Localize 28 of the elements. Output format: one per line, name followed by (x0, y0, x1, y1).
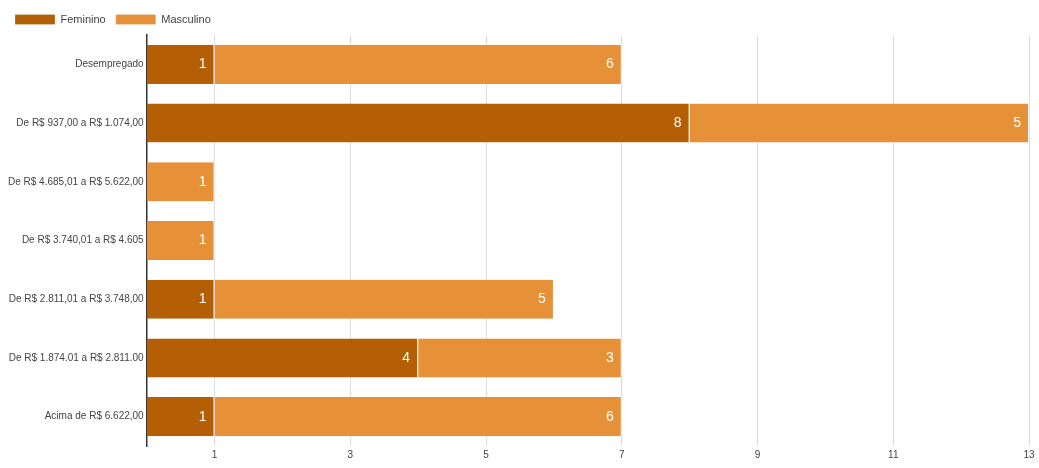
data-label: 1 (198, 407, 207, 424)
x-tick-label: 13 (1023, 448, 1035, 460)
x-tick-label: 7 (618, 448, 625, 460)
x-tick-label: 11 (888, 448, 899, 460)
legend-label: Masculino (161, 12, 211, 25)
x-tick-label: 5 (483, 448, 490, 460)
y-tick-label: De R$ 937,00 a R$ 1.074,00 (16, 116, 145, 128)
y-tick-label: De R$ 1.874.01 a R$ 2.811.00 (8, 351, 145, 363)
data-label: 1 (198, 290, 207, 307)
y-tick-label: De R$ 4.685,01 a R$ 5.622,00 (8, 175, 145, 187)
y-tick-label: De R$ 2.811,01 a R$ 3.748,00 (8, 292, 145, 304)
data-label: 8 (673, 113, 682, 130)
x-tick-label: 9 (754, 448, 761, 460)
y-tick-label: Acima de R$ 6.622,00 (44, 410, 145, 422)
legend-label: Feminino (60, 12, 106, 25)
x-tick-label: 3 (347, 448, 354, 460)
y-tick-label: Desempregado (75, 58, 145, 70)
data-label: 6 (605, 55, 614, 72)
data-label: 4 (402, 348, 411, 365)
data-label: 3 (605, 348, 614, 365)
y-tick-label: De R$ 3.740,01 a R$ 4.605 (21, 234, 145, 246)
data-label: 1 (198, 172, 207, 189)
data-label: 1 (198, 55, 207, 72)
data-label: 5 (538, 290, 547, 307)
data-label: 5 (1013, 113, 1022, 130)
x-tick-label: 1 (211, 448, 218, 460)
data-label: 1 (198, 231, 207, 248)
data-label: 6 (605, 407, 614, 424)
